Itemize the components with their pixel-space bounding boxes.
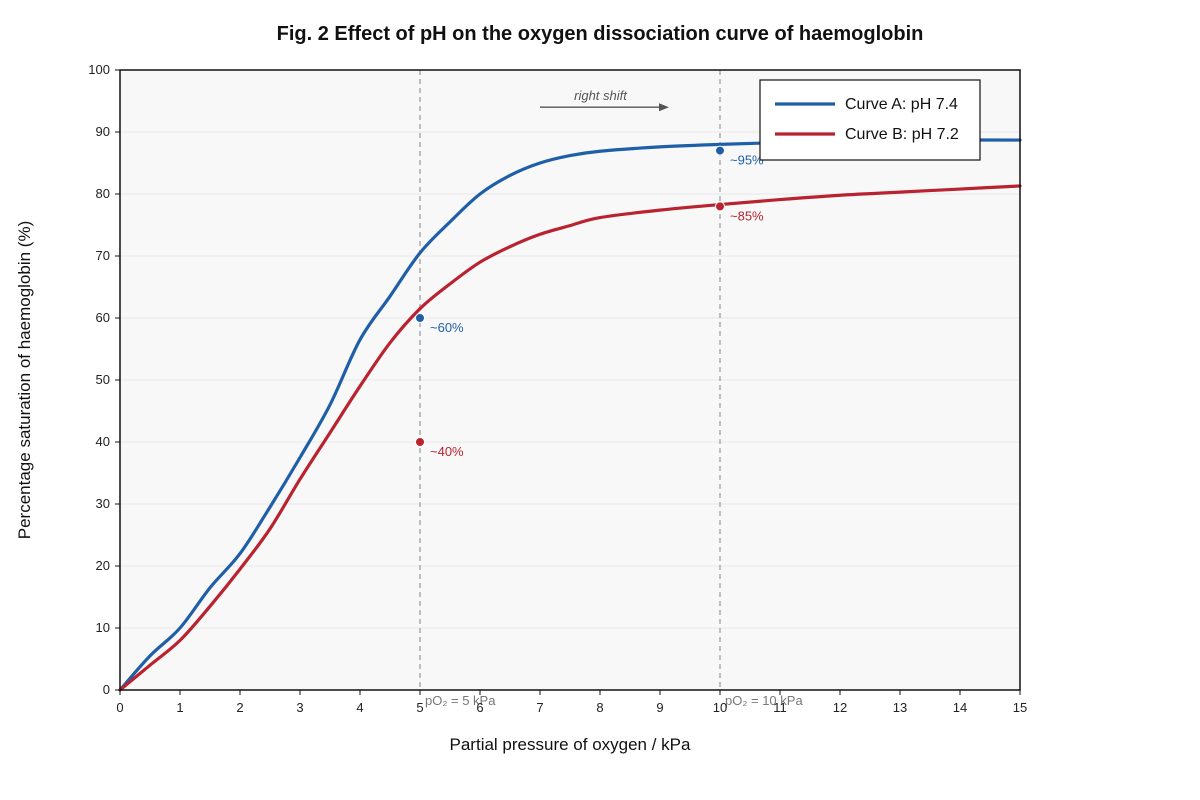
marker-label-1: ~60% [430, 320, 464, 335]
chart-title: Fig. 2 Effect of pH on the oxygen dissoc… [277, 23, 924, 45]
legend: Curve A: pH 7.4 Curve B: pH 7.2 [759, 79, 981, 161]
x-tick-label-2: 2 [236, 700, 243, 715]
x-tick-label-14: 14 [953, 700, 967, 715]
x-tick-label-1: 1 [176, 700, 183, 715]
marker-point-1 [415, 313, 425, 323]
reference-line-label-1: pO₂ = 5 kPa [425, 693, 496, 708]
y-tick-label-30: 30 [96, 496, 110, 511]
y-tick-label-50: 50 [96, 372, 110, 387]
marker-point-3 [715, 145, 725, 156]
series-line-2 [118, 184, 1022, 692]
x-tick-label-11: 11 [773, 700, 787, 715]
marker-label-2: ~40% [430, 444, 464, 459]
y-axis-label: Percentage saturation of haemoglobin (%) [15, 221, 34, 539]
shift-label: right shift [574, 88, 628, 103]
y-tick-label-40: 40 [96, 434, 110, 449]
marker-group: ~60% ~40% ~95% ~85% [415, 145, 764, 459]
y-tick-label-80: 80 [96, 186, 110, 201]
legend-label-2: Curve B: pH 7.2 [845, 126, 959, 143]
x-tick-label-15: 15 [1013, 700, 1027, 715]
x-tick-label-6: 6 [476, 700, 483, 715]
x-tick-label-5: 5 [416, 700, 423, 715]
y-tick-label-70: 70 [96, 248, 110, 263]
x-tick-label-3: 3 [296, 700, 303, 715]
x-tick-label-12: 12 [833, 700, 847, 715]
x-axis-ticks: 0 1 2 3 4 5 6 7 8 9 10 11 12 13 14 15 [116, 690, 1027, 715]
y-tick-label-100: 100 [88, 62, 110, 77]
x-tick-label-4: 4 [356, 700, 363, 715]
x-tick-label-13: 13 [893, 700, 907, 715]
marker-point-4 [715, 201, 725, 212]
x-tick-label-8: 8 [596, 700, 603, 715]
y-tick-label-20: 20 [96, 558, 110, 573]
y-tick-label-0: 0 [103, 682, 110, 697]
legend-box [759, 79, 981, 161]
y-tick-label-60: 60 [96, 310, 110, 325]
marker-label-4: ~85% [730, 208, 764, 223]
y-tick-label-90: 90 [96, 124, 110, 139]
reference-line-label-2: pO₂ = 10 kPa [725, 693, 803, 708]
y-tick-label-10: 10 [96, 620, 110, 635]
x-tick-label-7: 7 [536, 700, 543, 715]
x-tick-label-9: 9 [656, 700, 663, 715]
marker-label-3: ~95% [730, 153, 764, 168]
x-tick-label-0: 0 [116, 700, 123, 715]
legend-label-1: Curve A: pH 7.4 [845, 96, 958, 113]
marker-point-2 [415, 437, 425, 447]
reference-lines: pO₂ = 5 kPa pO₂ = 10 kPa [419, 70, 803, 708]
x-tick-label-10: 10 [713, 700, 727, 715]
x-axis-label: Partial pressure of oxygen / kPa [450, 735, 692, 754]
gridlines [120, 131, 1020, 629]
y-axis-ticks: 0 10 20 30 40 50 60 70 80 90 100 [88, 62, 120, 697]
shift-arrow-head [659, 103, 669, 112]
right-shift-annotation: right shift [540, 88, 669, 112]
